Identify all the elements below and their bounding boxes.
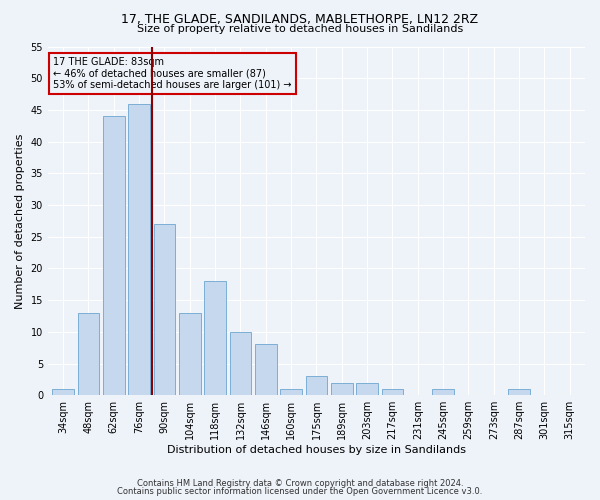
Bar	[331, 382, 353, 395]
Text: Contains public sector information licensed under the Open Government Licence v3: Contains public sector information licen…	[118, 487, 482, 496]
X-axis label: Distribution of detached houses by size in Sandilands: Distribution of detached houses by size …	[167, 445, 466, 455]
Bar	[128, 104, 150, 395]
Text: Contains HM Land Registry data © Crown copyright and database right 2024.: Contains HM Land Registry data © Crown c…	[137, 478, 463, 488]
Bar	[52, 389, 74, 395]
Bar	[103, 116, 125, 395]
Text: Size of property relative to detached houses in Sandilands: Size of property relative to detached ho…	[137, 24, 463, 34]
Bar	[433, 389, 454, 395]
Bar	[179, 313, 200, 395]
Bar	[255, 344, 277, 395]
Text: 17 THE GLADE: 83sqm
← 46% of detached houses are smaller (87)
53% of semi-detach: 17 THE GLADE: 83sqm ← 46% of detached ho…	[53, 57, 292, 90]
Bar	[508, 389, 530, 395]
Bar	[280, 389, 302, 395]
Bar	[305, 376, 327, 395]
Bar	[205, 281, 226, 395]
Y-axis label: Number of detached properties: Number of detached properties	[15, 133, 25, 308]
Bar	[356, 382, 378, 395]
Bar	[77, 313, 99, 395]
Bar	[154, 224, 175, 395]
Bar	[382, 389, 403, 395]
Text: 17, THE GLADE, SANDILANDS, MABLETHORPE, LN12 2RZ: 17, THE GLADE, SANDILANDS, MABLETHORPE, …	[121, 12, 479, 26]
Bar	[230, 332, 251, 395]
